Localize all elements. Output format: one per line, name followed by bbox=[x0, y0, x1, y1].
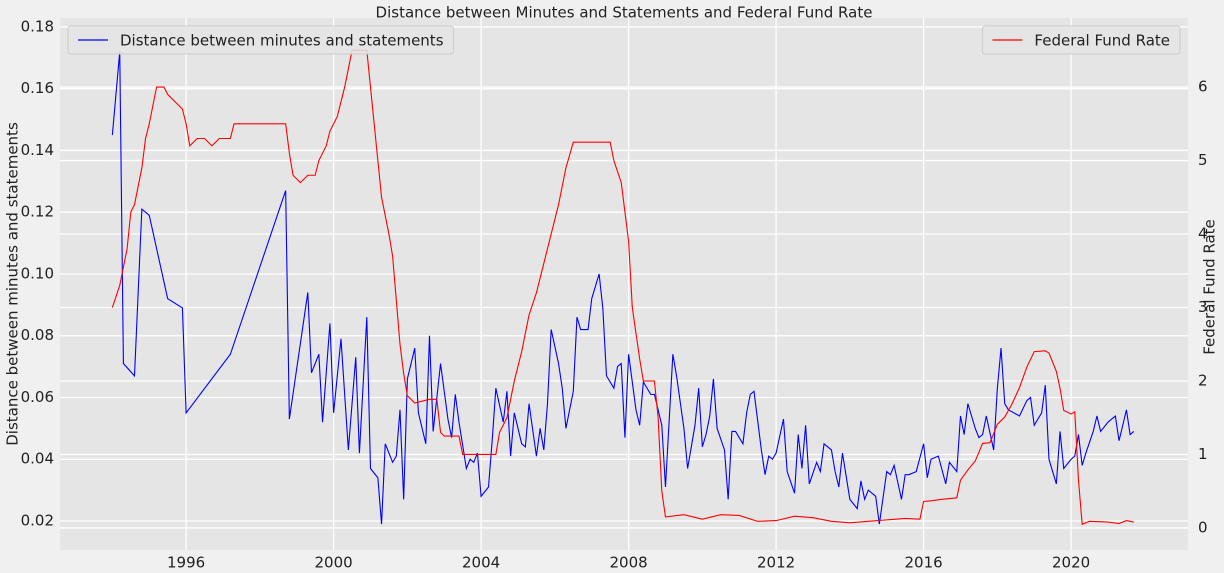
series-line bbox=[111, 49, 1134, 526]
y-axis-label: Distance between minutes and statements bbox=[4, 122, 22, 446]
x-tick-label: 2000 bbox=[315, 554, 353, 572]
legend-label: Federal Fund Rate bbox=[1034, 32, 1170, 50]
y-tick-label: 0.18 bbox=[21, 17, 54, 35]
legend-box bbox=[981, 25, 1181, 55]
plot-area bbox=[60, 18, 1188, 550]
y-tick-label: 0.08 bbox=[21, 326, 54, 344]
legend: Federal Fund Rate bbox=[981, 25, 1181, 55]
y-tick-label: 0.10 bbox=[21, 264, 54, 282]
x-tick-label: 2012 bbox=[757, 554, 795, 572]
y-tick-label: 0.04 bbox=[21, 450, 54, 468]
x-tick-label: 2008 bbox=[610, 554, 648, 572]
x-tick-label: 1996 bbox=[167, 554, 205, 572]
legend: Distance between minutes and statements bbox=[67, 25, 455, 55]
legend-label: Distance between minutes and statements bbox=[120, 32, 444, 50]
y2-tick-label: 2 bbox=[1198, 371, 1208, 389]
y-tick-label: 0.14 bbox=[21, 141, 54, 159]
x-tick-label: 2016 bbox=[905, 554, 943, 572]
legend-box bbox=[67, 25, 455, 55]
y2-tick-label: 0 bbox=[1198, 518, 1208, 536]
x-tick-label: 2020 bbox=[1052, 554, 1090, 572]
y2-tick-label: 3 bbox=[1198, 298, 1208, 316]
x-tick-label: 2004 bbox=[462, 554, 500, 572]
y2-tick-label: 1 bbox=[1198, 445, 1208, 463]
y-tick-label: 0.06 bbox=[21, 388, 54, 406]
y2-tick-label: 5 bbox=[1198, 151, 1208, 169]
chart-title: Distance between Minutes and Statements … bbox=[376, 4, 873, 22]
y2-tick-label: 6 bbox=[1198, 78, 1208, 96]
y2-axis-label: Federal Fund Rate bbox=[1201, 219, 1219, 355]
y-tick-label: 0.12 bbox=[21, 203, 54, 221]
series-line bbox=[111, 51, 1135, 525]
y-tick-label: 0.02 bbox=[21, 511, 54, 529]
y2-tick-label: 4 bbox=[1198, 225, 1208, 243]
y-tick-label: 0.16 bbox=[21, 79, 54, 97]
